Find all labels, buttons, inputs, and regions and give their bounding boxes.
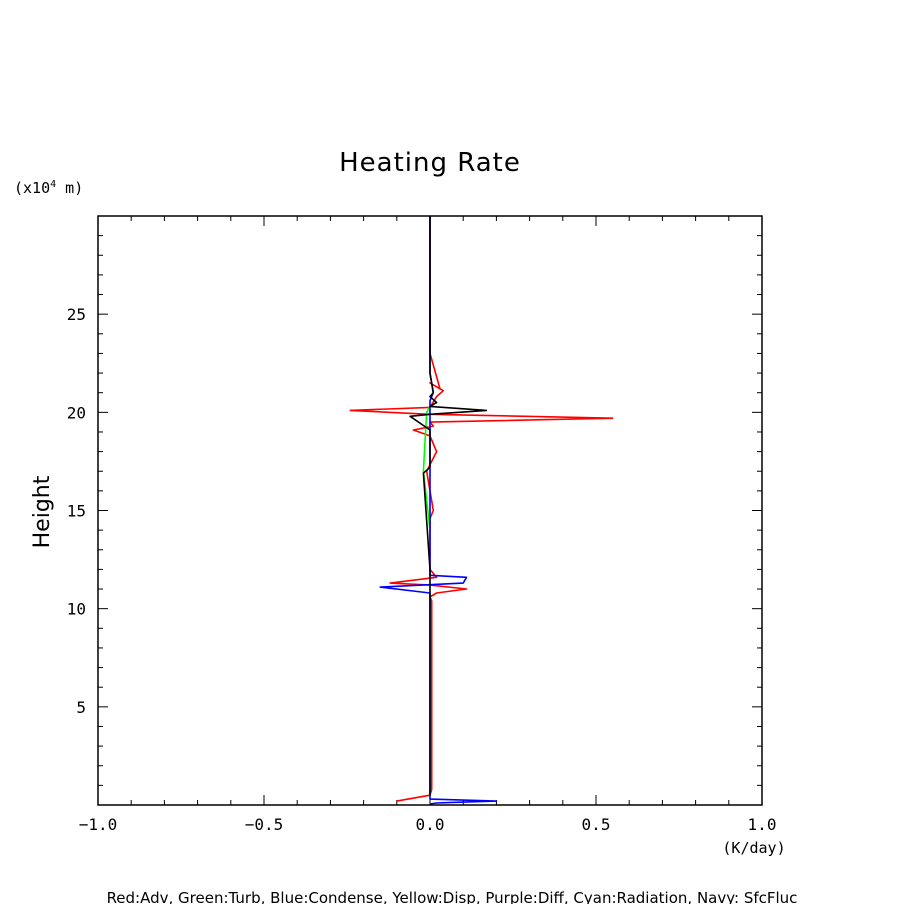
x-tick-label: 0.0 [416,815,445,834]
tick-labels: −1.0 −0.5 0.0 0.5 1.0 5 10 15 20 25 [67,305,777,834]
x-axis-label: (K/day) [722,839,785,857]
series-line-adv [349,216,614,802]
x-tick-label: −1.0 [79,815,118,834]
y-unit-label: (x104 m) [14,179,83,197]
y-axis-label: Height [30,475,55,548]
x-tick-label: 0.5 [582,815,611,834]
chart-title: Heating Rate [339,148,521,178]
y-tick-label: 10 [67,600,86,619]
y-unit-prefix: (x10 [14,179,50,197]
plot-frame [97,215,763,806]
y-tick-label: 20 [67,403,86,422]
series-line-turb [422,406,431,531]
y-tick-label: 25 [67,305,86,324]
y-tick-label: 15 [67,502,86,521]
legend-caption: Red:Adv, Green:Turb, Blue:Condense, Yell… [107,889,798,904]
plot-area [349,216,614,805]
series-line-condense [379,216,498,805]
y-tick-label: 5 [76,698,86,717]
y-unit-suffix: m) [56,179,83,197]
x-tick-label: −0.5 [245,815,284,834]
x-tick-label: 1.0 [748,815,777,834]
series-line-total [409,216,488,796]
y-unit-exponent: 4 [50,179,56,190]
